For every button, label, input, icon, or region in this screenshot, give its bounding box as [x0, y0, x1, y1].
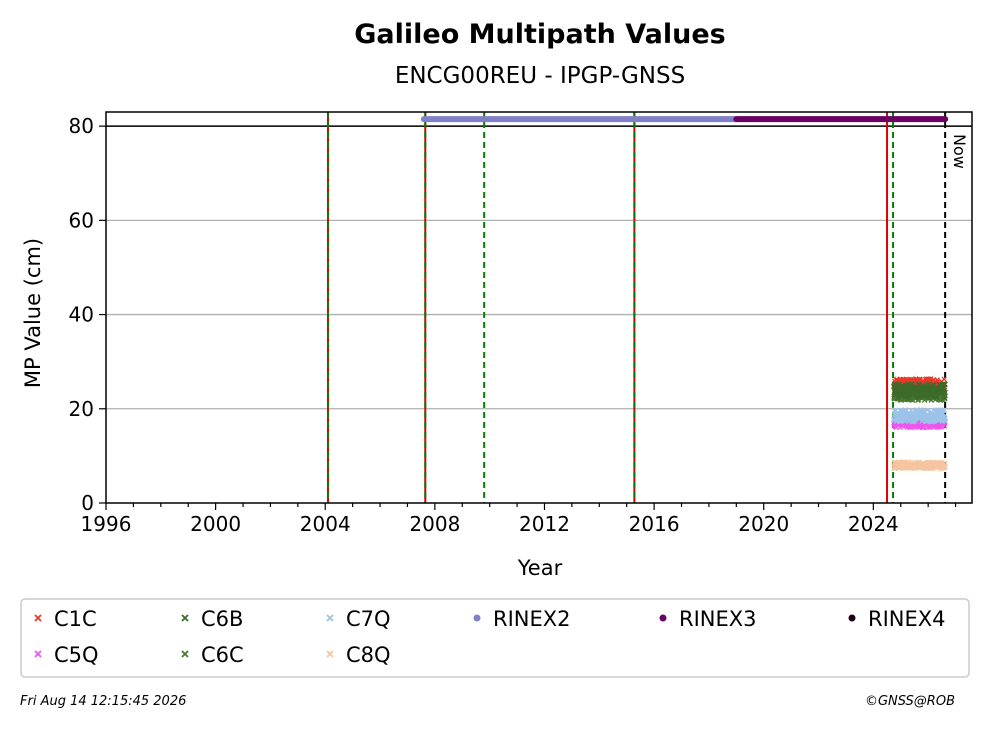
- legend-marker: [34, 650, 42, 658]
- now-label: Now: [950, 134, 969, 169]
- x-tick-label: 2004: [300, 512, 351, 536]
- legend-label: C5Q: [54, 643, 99, 667]
- x-axis-label: Year: [517, 556, 563, 580]
- x-tick-label: 2012: [519, 512, 570, 536]
- legend-marker: [326, 614, 334, 622]
- legend-marker: [181, 650, 189, 658]
- data-point: [942, 381, 948, 388]
- data-point: [941, 407, 947, 413]
- legend-item-c7q: C7Q: [326, 607, 391, 631]
- legend-item-c6b: C6B: [181, 607, 243, 631]
- legend-box: [20, 598, 970, 678]
- data-point: [942, 415, 948, 421]
- chart-title: Galileo Multipath Values: [354, 19, 726, 50]
- legend-label: C6C: [201, 643, 244, 667]
- legend-marker: [473, 614, 481, 622]
- legend-item-rinex3: RINEX3: [659, 607, 757, 631]
- legend-item-c8q: C8Q: [326, 643, 391, 667]
- data-point: [942, 389, 948, 396]
- legend-marker: [659, 614, 667, 622]
- legend-label: C7Q: [346, 607, 391, 631]
- legend-label: RINEX4: [868, 607, 946, 631]
- y-tick-label: 0: [81, 491, 94, 515]
- y-tick-label: 20: [69, 397, 94, 421]
- y-axis-label: MP Value (cm): [21, 238, 45, 388]
- data-point: [940, 381, 947, 387]
- legend-marker: [181, 614, 189, 622]
- legend-item-c1c: C1C: [34, 607, 97, 631]
- legend-marker: [34, 614, 42, 622]
- x-tick-label: 2020: [738, 512, 789, 536]
- series-c6b: [891, 381, 948, 401]
- legend-item-rinex2: RINEX2: [473, 607, 571, 631]
- legend-label: C8Q: [346, 643, 391, 667]
- data-point: [892, 407, 899, 413]
- x-tick-label: 2008: [409, 512, 460, 536]
- data-point: [942, 463, 948, 470]
- legend: C1C C6B C7Q RINEX2 RINEX3 RINEX4 C5Q C6C C8Q: [20, 598, 970, 678]
- series-c7q: [891, 407, 948, 425]
- data-point: [941, 376, 947, 382]
- y-tick-label: 60: [69, 208, 94, 232]
- data-point: [941, 394, 948, 401]
- legend-item-c5q: C5Q: [34, 643, 99, 667]
- legend-marker: [848, 614, 856, 622]
- chart-subtitle: ENCG00REU - IPGP-GNSS: [395, 63, 685, 89]
- x-tick-label: 1996: [81, 512, 132, 536]
- series-c8q: [891, 459, 948, 472]
- footer-timestamp: Fri Aug 14 12:15:45 2026: [20, 694, 187, 709]
- x-tick-label: 2024: [848, 512, 899, 536]
- data-point: [909, 381, 915, 387]
- legend-marker: [326, 650, 334, 658]
- x-tick-label: 2000: [190, 512, 241, 536]
- x-tick-label: 2016: [629, 512, 680, 536]
- plot-area: Now 1996 2000 2004 2008 2012 2016 2020 2024 0 20 40…: [69, 111, 973, 536]
- data-point: [934, 395, 941, 401]
- data-point: [902, 407, 909, 413]
- plot-frame: [105, 111, 973, 504]
- footer-copyright: ©GNSS@ROB: [864, 694, 955, 709]
- legend-label: RINEX2: [493, 607, 571, 631]
- legend-label: RINEX3: [679, 607, 757, 631]
- y-tick-label: 80: [69, 114, 94, 138]
- legend-label: C6B: [201, 607, 243, 631]
- legend-item-c6c: C6C: [181, 643, 244, 667]
- legend-label: C1C: [54, 607, 97, 631]
- y-tick-label: 40: [69, 303, 94, 327]
- legend-item-rinex4: RINEX4: [848, 607, 946, 631]
